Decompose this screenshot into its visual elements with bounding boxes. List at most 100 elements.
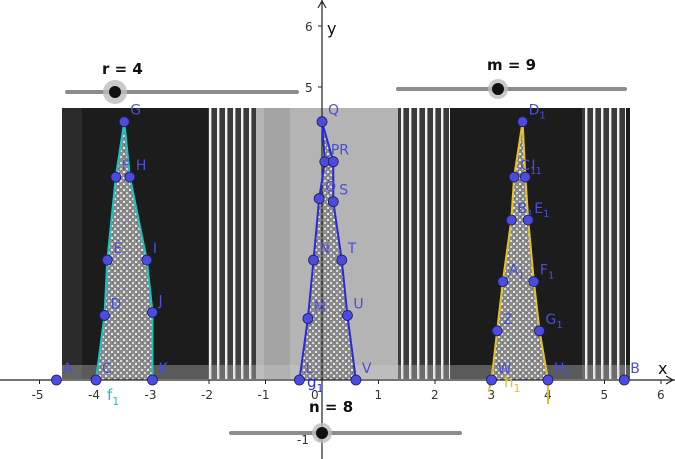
- point-marker[interactable]: [147, 306, 158, 318]
- point-i1[interactable]: I1: [520, 158, 542, 183]
- slider-n-handle[interactable]: [316, 427, 328, 439]
- point-marker[interactable]: [316, 116, 328, 128]
- point-marker[interactable]: [497, 276, 509, 288]
- point-label: H: [136, 158, 147, 174]
- point-v[interactable]: V: [350, 361, 372, 386]
- background-photo[interactable]: [62, 108, 630, 379]
- point-n[interactable]: N: [308, 241, 330, 266]
- point-marker[interactable]: [90, 374, 102, 386]
- point-g1[interactable]: G1: [534, 312, 563, 337]
- point-marker[interactable]: [141, 254, 153, 266]
- point-marker[interactable]: [534, 325, 545, 337]
- point-label: K: [159, 361, 169, 377]
- point-w[interactable]: W: [486, 361, 512, 386]
- point-c1[interactable]: C1: [508, 158, 536, 183]
- point-z[interactable]: Z: [491, 312, 513, 337]
- point-marker[interactable]: [505, 214, 517, 226]
- x-tick-label: 1: [375, 388, 383, 402]
- point-marker[interactable]: [336, 254, 348, 266]
- point-e1[interactable]: E1: [522, 201, 549, 226]
- point-label: G: [130, 103, 141, 119]
- point-label: L: [305, 361, 313, 377]
- points[interactable]: A B C K D J E I F H G L V M U N T O S P R Q W H1 Z G1 A1 F1 B1 E1 C1I1…: [51, 103, 640, 386]
- point-marker[interactable]: [302, 313, 314, 324]
- point-d[interactable]: D: [99, 296, 121, 321]
- point-marker[interactable]: [101, 254, 113, 266]
- point-marker[interactable]: [147, 374, 158, 386]
- point-o[interactable]: O: [313, 180, 336, 204]
- point-marker[interactable]: [110, 171, 122, 183]
- slider-m-handle[interactable]: [492, 83, 504, 95]
- point-q[interactable]: Q: [316, 103, 339, 128]
- point-label: R: [339, 143, 349, 159]
- point-f[interactable]: F: [110, 158, 130, 183]
- point-label: P: [331, 143, 339, 159]
- x-tick-label: -2: [201, 388, 213, 402]
- curve-label-h: h1: [504, 373, 521, 395]
- point-label: C: [102, 361, 112, 377]
- point-marker[interactable]: [520, 171, 531, 183]
- point-l[interactable]: L: [293, 361, 313, 386]
- slider-r[interactable]: r = 4: [65, 60, 299, 104]
- point-label: D: [110, 296, 121, 312]
- x-tick-label: -3: [145, 388, 157, 402]
- point-marker[interactable]: [486, 374, 497, 386]
- point-a[interactable]: A: [51, 361, 72, 386]
- x-tick-label: -5: [32, 388, 44, 402]
- point-marker[interactable]: [51, 374, 62, 386]
- point-h[interactable]: H: [124, 158, 147, 183]
- point-marker[interactable]: [313, 193, 325, 204]
- point-marker[interactable]: [528, 276, 540, 288]
- curve-label-f: f1: [107, 386, 119, 408]
- point-c[interactable]: C: [90, 361, 112, 386]
- point-label: C1: [520, 158, 536, 177]
- point-label: G1: [546, 312, 563, 331]
- point-marker[interactable]: [508, 171, 520, 183]
- point-r[interactable]: R: [327, 143, 349, 168]
- point-b[interactable]: B: [618, 361, 640, 386]
- point-g[interactable]: G: [118, 103, 141, 128]
- point-label: I: [153, 241, 157, 257]
- point-u[interactable]: U: [342, 296, 364, 321]
- point-marker[interactable]: [542, 374, 554, 386]
- point-marker[interactable]: [124, 171, 136, 183]
- point-f1[interactable]: F1: [528, 263, 554, 288]
- point-marker[interactable]: [618, 374, 630, 386]
- x-tick-label: -1: [258, 388, 270, 402]
- photo-stripes-right: [582, 108, 626, 379]
- point-b1[interactable]: B1: [505, 201, 533, 226]
- point-marker[interactable]: [517, 116, 528, 128]
- slider-r-label: r = 4: [102, 60, 143, 78]
- point-marker[interactable]: [342, 310, 353, 321]
- slider-r-handle[interactable]: [109, 86, 121, 98]
- point-s[interactable]: S: [327, 183, 348, 208]
- photo-triangle-g: [299, 121, 356, 380]
- point-marker[interactable]: [118, 116, 130, 128]
- point-t[interactable]: T: [336, 241, 357, 266]
- x-tick-label: 3: [488, 388, 496, 402]
- point-a1[interactable]: A1: [497, 263, 525, 288]
- point-marker[interactable]: [308, 254, 319, 266]
- slider-m[interactable]: m = 9: [396, 56, 627, 99]
- point-j[interactable]: J: [147, 293, 163, 318]
- point-e[interactable]: E: [101, 241, 122, 266]
- point-p[interactable]: P: [319, 143, 339, 168]
- point-m[interactable]: M: [302, 300, 326, 324]
- point-label: U: [353, 296, 363, 312]
- photo-triangle-f: [96, 121, 153, 380]
- point-marker[interactable]: [491, 325, 503, 337]
- point-h1[interactable]: H1: [542, 361, 571, 386]
- point-k[interactable]: K: [147, 361, 169, 386]
- point-d1[interactable]: D1: [517, 103, 546, 128]
- point-i[interactable]: I: [141, 241, 157, 266]
- point-marker[interactable]: [327, 156, 339, 168]
- point-marker[interactable]: [522, 214, 534, 226]
- point-label: J: [158, 293, 163, 309]
- slider-n[interactable]: n = 8: [229, 398, 462, 443]
- point-marker[interactable]: [350, 374, 362, 386]
- point-marker[interactable]: [99, 310, 110, 321]
- point-marker[interactable]: [293, 374, 305, 386]
- point-marker[interactable]: [327, 196, 339, 208]
- y-tick-label: 5: [305, 81, 313, 95]
